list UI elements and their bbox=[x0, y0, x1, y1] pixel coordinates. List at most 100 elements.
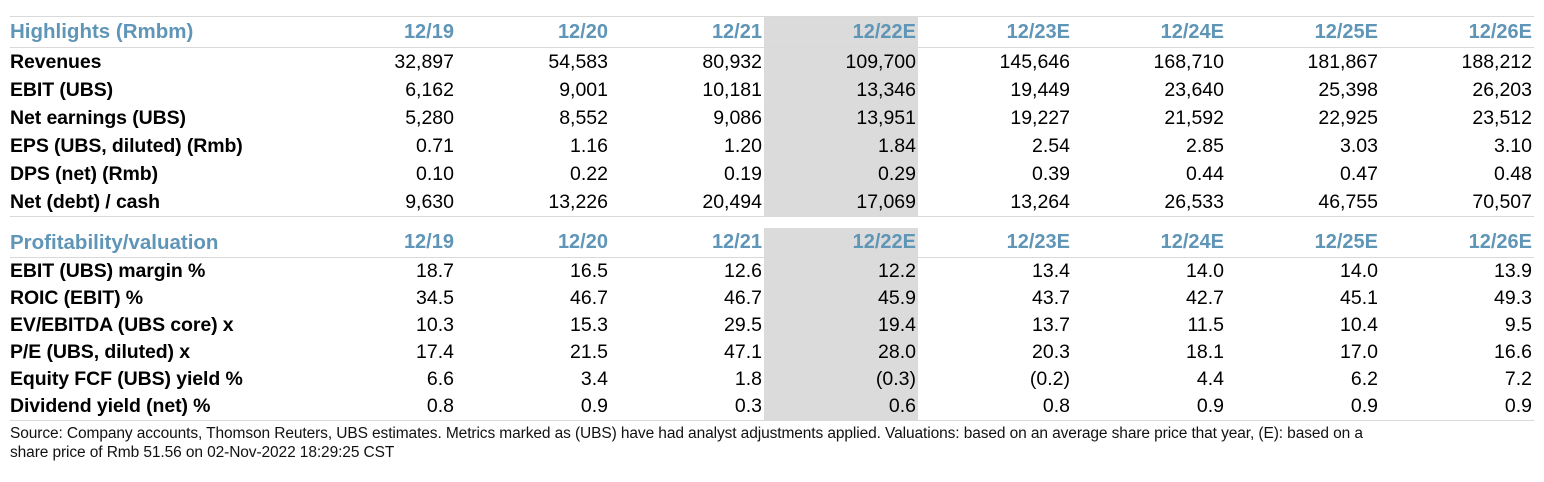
column-header: 12/19 bbox=[302, 16, 456, 48]
cell: 70,507 bbox=[1380, 188, 1534, 217]
cell: 28.0 bbox=[764, 339, 918, 366]
cell: 13,226 bbox=[456, 188, 610, 217]
cell: (0.2) bbox=[1029, 368, 1070, 390]
table-row: EV/EBITDA (UBS core) x 10.3 15.3 29.5 19.4 13… bbox=[10, 312, 1534, 339]
cell: 19.4 bbox=[764, 312, 918, 339]
cell: 10.3 bbox=[416, 314, 454, 336]
cell: 0.71 bbox=[416, 134, 454, 157]
section-table: Profitability/valuation 12/19 12/20 12/21 12… bbox=[10, 228, 1534, 421]
cell: 11.5 bbox=[1187, 314, 1224, 336]
row-label: EBIT (UBS) margin % bbox=[10, 260, 206, 282]
row-label: Revenues bbox=[10, 50, 102, 73]
cell: 0.29 bbox=[764, 160, 918, 188]
cell: 12.2 bbox=[764, 257, 918, 285]
cell: 18.7 bbox=[416, 260, 454, 282]
row-label: DPS (net) (Rmb) bbox=[10, 162, 158, 185]
cell: 49.3 bbox=[1494, 287, 1532, 309]
cell: 9,001 bbox=[559, 78, 608, 101]
cell: 21,592 bbox=[1164, 106, 1224, 129]
cell: 16.5 bbox=[570, 260, 608, 282]
cell: 80,932 bbox=[702, 50, 762, 73]
column-header: 12/23E bbox=[918, 16, 1072, 48]
cell: 17,069 bbox=[764, 188, 918, 217]
cell: 45.1 bbox=[1340, 287, 1378, 309]
cell: 43.7 bbox=[1032, 287, 1070, 309]
cell: 17.4 bbox=[416, 341, 454, 363]
cell: 19,449 bbox=[1010, 78, 1070, 101]
cell: 0.39 bbox=[1032, 162, 1070, 185]
column-header: 12/21 bbox=[610, 16, 764, 48]
section-title: Highlights (Rmbm) bbox=[10, 16, 302, 48]
cell: 168,710 bbox=[1153, 50, 1225, 73]
cell: 29.5 bbox=[724, 314, 762, 336]
cell: 2.85 bbox=[1186, 134, 1224, 157]
row-label: P/E (UBS, diluted) x bbox=[10, 341, 191, 363]
row-label: ROIC (EBIT) % bbox=[10, 287, 144, 309]
section-title: Profitability/valuation bbox=[10, 228, 302, 258]
cell: 145,646 bbox=[999, 50, 1071, 73]
cell: 13,951 bbox=[764, 104, 918, 132]
cell: 0.9 bbox=[1226, 393, 1380, 421]
cell: 6.2 bbox=[1350, 368, 1378, 390]
cell: 0.9 bbox=[1072, 393, 1226, 421]
cell: 3.10 bbox=[1494, 134, 1532, 157]
cell: 0.19 bbox=[724, 162, 762, 185]
cell: 14.0 bbox=[1186, 260, 1224, 282]
cell: 13.9 bbox=[1494, 260, 1532, 282]
column-header: 12/23E bbox=[918, 228, 1072, 258]
cell: 13,346 bbox=[764, 76, 918, 104]
table-row: Revenues 32,897 54,583 80,932 109,700 145,646… bbox=[10, 47, 1534, 76]
table-row: EPS (UBS, diluted) (Rmb) 0.71 1.16 1.20 1.84… bbox=[10, 132, 1534, 160]
column-header: 12/22E bbox=[764, 16, 918, 48]
column-header: 12/21 bbox=[610, 228, 764, 258]
column-header: 12/24E bbox=[1072, 228, 1226, 258]
cell: 10,181 bbox=[702, 78, 762, 101]
cell: 23,512 bbox=[1472, 106, 1532, 129]
cell: 5,280 bbox=[405, 106, 454, 129]
table-sections: Highlights (Rmbm) 12/19 12/20 12/21 12/22E 12… bbox=[10, 16, 1534, 421]
cell: 6,162 bbox=[405, 78, 454, 101]
cell: 13,264 bbox=[918, 188, 1072, 217]
column-header: 12/26E bbox=[1380, 228, 1534, 258]
cell: 13.4 bbox=[1032, 260, 1070, 282]
cell: 20.3 bbox=[1032, 341, 1070, 363]
row-label: Net (debt) / cash bbox=[10, 188, 302, 217]
table-row: DPS (net) (Rmb) 0.10 0.22 0.19 0.29 0.39 0.44 0… bbox=[10, 160, 1534, 188]
cell: 181,867 bbox=[1307, 50, 1379, 73]
cell: 20,494 bbox=[610, 188, 764, 217]
cell: 0.6 bbox=[764, 393, 918, 421]
cell: 22,925 bbox=[1318, 106, 1378, 129]
table-row: Net (debt) / cash 9,630 13,226 20,494 17,069… bbox=[10, 188, 1534, 217]
cell: 188,212 bbox=[1461, 50, 1533, 73]
cell: 42.7 bbox=[1186, 287, 1224, 309]
cell: 1.8 bbox=[734, 368, 762, 390]
cell: 46.7 bbox=[724, 287, 762, 309]
cell: 26,533 bbox=[1072, 188, 1226, 217]
table-row: ROIC (EBIT) % 34.5 46.7 46.7 45.9 43.7 42.7 45.… bbox=[10, 285, 1534, 312]
table-row: EBIT (UBS) margin % 18.7 16.5 12.6 12.2 13.4 1… bbox=[10, 257, 1534, 285]
row-label: EBIT (UBS) bbox=[10, 78, 113, 101]
table-row: Net earnings (UBS) 5,280 8,552 9,086 13,951 1… bbox=[10, 104, 1534, 132]
cell: 23,640 bbox=[1164, 78, 1224, 101]
column-header: 12/20 bbox=[456, 16, 610, 48]
column-header: 12/19 bbox=[302, 228, 456, 258]
cell: 0.47 bbox=[1340, 162, 1378, 185]
cell: 9.5 bbox=[1504, 314, 1532, 336]
cell: 0.48 bbox=[1494, 162, 1532, 185]
column-header: 12/25E bbox=[1226, 16, 1380, 48]
column-header: 12/26E bbox=[1380, 16, 1534, 48]
cell: 0.8 bbox=[302, 393, 456, 421]
cell: 3.4 bbox=[580, 368, 608, 390]
cell: 0.9 bbox=[1380, 393, 1534, 421]
cell: 0.8 bbox=[918, 393, 1072, 421]
cell: 19,227 bbox=[1010, 106, 1070, 129]
column-header: 12/24E bbox=[1072, 16, 1226, 48]
ubs-estimates-table: Highlights (Rmbm) 12/19 12/20 12/21 12/22E 12… bbox=[0, 16, 1544, 462]
cell: 0.22 bbox=[570, 162, 608, 185]
cell: 47.1 bbox=[724, 341, 762, 363]
cell: 26,203 bbox=[1472, 78, 1532, 101]
cell: 18.1 bbox=[1186, 341, 1224, 363]
cell: 3.03 bbox=[1340, 134, 1378, 157]
cell: 12.6 bbox=[724, 260, 762, 282]
cell: 1.16 bbox=[570, 134, 608, 157]
